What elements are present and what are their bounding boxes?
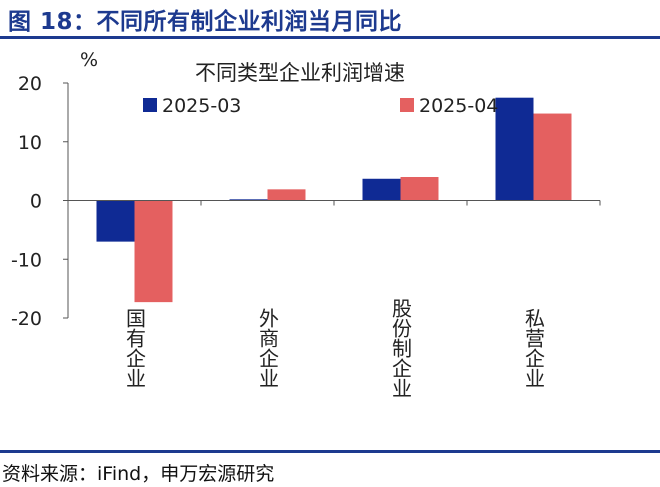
y-tick-label: 20	[18, 73, 42, 95]
legend-label: 2025-03	[162, 95, 241, 117]
y-tick-label: 10	[18, 132, 42, 154]
chart-title: 不同类型企业利润增速	[195, 61, 405, 85]
figure-title: 图 18：不同所有制企业利润当月同比	[8, 9, 403, 35]
title-divider	[0, 36, 660, 39]
y-tick-label: 0	[30, 191, 42, 213]
y-axis-unit-label: %	[80, 49, 98, 71]
x-category-label: 国有企业	[123, 308, 147, 388]
bar-2025-04-外商企业	[267, 189, 306, 201]
bar-2025-04-私营企业	[533, 113, 572, 201]
y-tick-label: -20	[11, 308, 42, 330]
bar-2025-04-股份制企业	[400, 177, 439, 201]
legend-label: 2025-04	[419, 95, 498, 117]
x-category-label: 私营企业	[522, 308, 546, 388]
bar-2025-04-国有企业	[134, 200, 173, 303]
bar-chart: 不同类型企业利润增速 % 20 10 0 -10 -20 国有企业 外商企业 股份制企业 私营企…	[11, 49, 601, 398]
x-category-label: 股份制企业	[389, 298, 413, 398]
legend-swatch-2025-03	[143, 98, 157, 112]
footer-divider	[0, 450, 660, 453]
bar-2025-03-外商企业	[229, 199, 268, 201]
bar-2025-03-股份制企业	[362, 178, 401, 201]
y-tick-label: -10	[11, 249, 42, 271]
x-category-label: 外商企业	[256, 308, 280, 388]
legend-swatch-2025-04	[400, 98, 414, 112]
source-note: 资料来源：iFind，申万宏源研究	[2, 463, 275, 485]
bar-2025-03-私营企业	[495, 97, 534, 201]
bar-2025-03-国有企业	[96, 200, 135, 242]
